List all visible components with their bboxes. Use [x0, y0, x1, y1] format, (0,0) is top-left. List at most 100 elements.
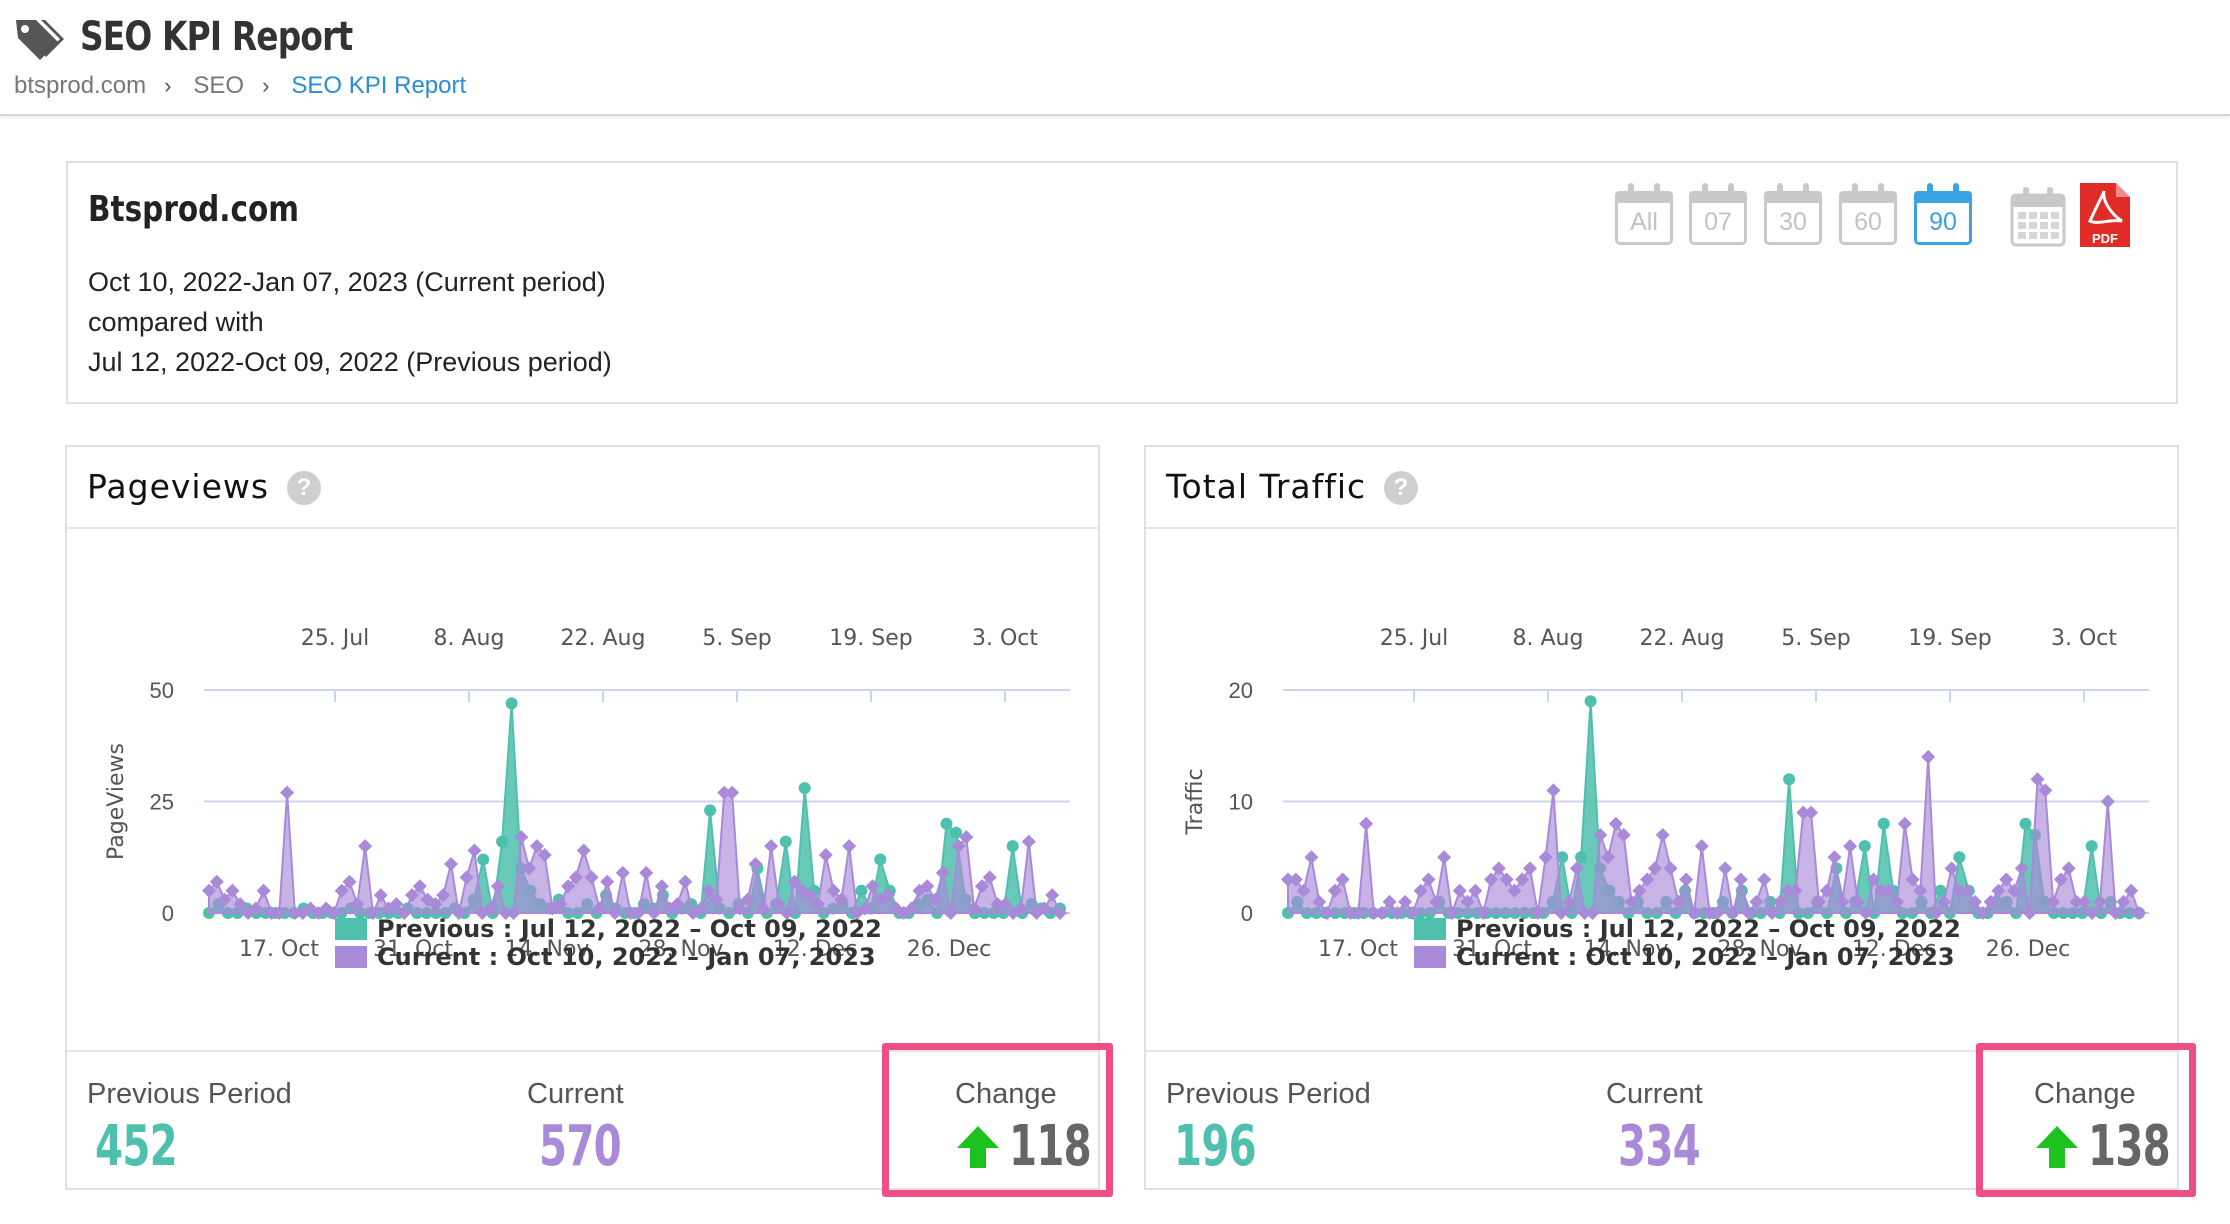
data-point-current [1858, 906, 1873, 920]
data-point-current [256, 883, 271, 898]
card-title: Pageviews [87, 467, 270, 506]
legend-swatch [335, 918, 367, 940]
chevron-right-icon: › [262, 73, 270, 98]
help-icon[interactable]: ? [1384, 471, 1418, 505]
data-point-current [1296, 883, 1311, 898]
range-button-07[interactable]: 07 [1689, 183, 1747, 245]
data-point-current [1507, 883, 1522, 898]
data-point-current [771, 897, 786, 912]
change-highlight-box [882, 1043, 1113, 1197]
data-point-current [436, 888, 451, 903]
data-point-current [732, 901, 747, 916]
data-point-current [483, 901, 498, 916]
pageviews-chart: 0 25 50 25. Jul 8. Aug 22. Aug 5. Sep 19. Sep 3.… [104, 626, 1070, 971]
data-point-current [209, 874, 224, 889]
data-point-current [1694, 839, 1709, 854]
data-point-current [444, 856, 459, 871]
data-point-current [389, 897, 404, 912]
current-label: Current [527, 1078, 624, 1110]
range-button-30[interactable]: 30 [1764, 183, 1822, 245]
pageviews-card: Pageviews ? 0 25 50 25. Jul 8. Aug 22. Aug 5. … [65, 445, 1100, 1190]
data-point-current [522, 861, 537, 876]
breadcrumb-item-seo[interactable]: SEO [193, 72, 245, 99]
data-point-previous [874, 853, 887, 866]
card-footer: Previous Period 196 Current 334 Change 1… [1146, 1050, 2177, 1190]
x-top-tick-label: 8. Aug [1513, 626, 1584, 651]
data-point-current [1053, 906, 1067, 920]
data-point-current [1499, 872, 1514, 887]
data-point-current [1999, 872, 2014, 887]
data-point-current [280, 785, 295, 800]
breadcrumb-item-home[interactable]: btsprod.com [14, 72, 147, 99]
data-point-current [1476, 906, 1491, 920]
data-point-current [1991, 883, 2006, 898]
top-bar: SEO KPI Report btsprod.com › SEO › SEO K… [0, 0, 2230, 116]
data-point-current [1913, 883, 1928, 898]
card-title: Total Traffic [1166, 467, 1367, 506]
data-point-current [584, 870, 599, 885]
data-point-current [889, 901, 904, 916]
data-point-previous [779, 835, 792, 848]
data-point-current [725, 785, 740, 800]
previous-period-value: 196 [1174, 1114, 1257, 1179]
data-point-current [498, 906, 513, 920]
x-top-tick-label: 5. Sep [1781, 626, 1850, 651]
data-point-current [764, 839, 779, 854]
pdf-export-icon[interactable]: PDF [2078, 181, 2132, 249]
data-point-current [1312, 894, 1327, 909]
data-point-current [568, 870, 583, 885]
data-point-current [1960, 883, 1975, 898]
data-point-current [2014, 861, 2029, 876]
x-bottom-tick-label: 31. Oct [373, 937, 453, 962]
data-point-current [1444, 906, 1459, 920]
data-point-current [967, 901, 982, 916]
data-point-current [1304, 850, 1319, 865]
range-button-all[interactable]: All [1615, 183, 1673, 245]
data-point-previous [1584, 695, 1597, 708]
data-point-current [834, 892, 849, 907]
data-point-previous [1575, 851, 1588, 864]
data-point-current [701, 883, 716, 898]
data-point-current [1491, 861, 1506, 876]
data-point-current [1952, 883, 1967, 898]
data-point-current [1757, 872, 1772, 887]
data-point-current [1889, 894, 1904, 909]
series-area-1 [208, 791, 1062, 917]
data-point-current [974, 879, 989, 894]
range-button-60[interactable]: 60 [1839, 183, 1897, 245]
data-point-current [553, 897, 568, 912]
data-point-current [779, 906, 794, 920]
change-label: Change [955, 1078, 1057, 1110]
data-point-current [600, 874, 615, 889]
arrow-up-icon [957, 1126, 999, 1168]
x-top-tick-label: 3. Oct [2051, 626, 2117, 651]
data-point-current [561, 879, 576, 894]
help-icon[interactable]: ? [287, 471, 321, 505]
data-point-current [1843, 839, 1858, 854]
range-button-90[interactable]: 90 [1914, 183, 1972, 245]
data-point-previous [798, 782, 811, 795]
data-point-current [514, 830, 529, 845]
data-point-current [1804, 805, 1819, 820]
data-point-current [365, 906, 380, 920]
data-point-current [412, 879, 427, 894]
x-top-tick-label: 22. Aug [1640, 626, 1725, 651]
data-point-current [1601, 850, 1616, 865]
data-point-current [1421, 872, 1436, 887]
x-bottom-tick-label: 12. Dec [773, 937, 858, 962]
data-point-current [748, 856, 763, 871]
data-point-current [935, 865, 950, 880]
x-bottom-tick-label: 17. Oct [1318, 937, 1398, 962]
data-point-current [865, 879, 880, 894]
data-point-current [1413, 883, 1428, 898]
data-point-current [2007, 883, 2022, 898]
data-point-current [1741, 906, 1756, 920]
data-point-current [459, 870, 474, 885]
breadcrumb-item-current[interactable]: SEO KPI Report [291, 72, 467, 99]
series-area-0 [206, 703, 1061, 916]
data-point-current [1780, 883, 1795, 898]
data-point-current [607, 906, 622, 920]
data-point-current [1288, 872, 1303, 887]
data-point-current [1936, 894, 1951, 909]
calendar-grid-icon[interactable] [2010, 187, 2066, 247]
